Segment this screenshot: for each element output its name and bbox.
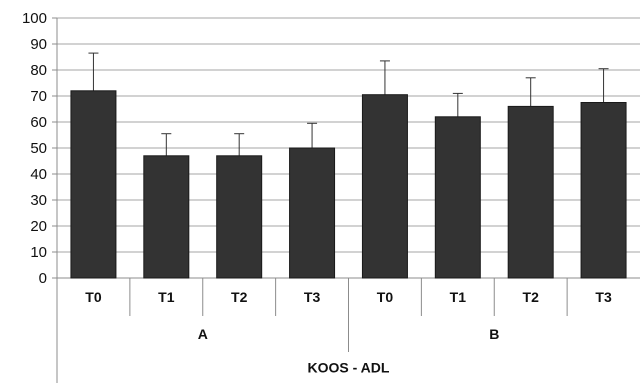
bar	[580, 102, 627, 279]
x-axis-title: KOOS - ADL	[308, 360, 390, 376]
x-category-label: T1	[450, 289, 467, 305]
y-tick-label: 50	[30, 140, 47, 157]
x-category-label: T2	[523, 289, 540, 305]
x-category-label: T0	[377, 289, 394, 305]
bar	[289, 147, 336, 279]
x-category-label: T1	[158, 289, 175, 305]
bars	[70, 90, 627, 279]
y-tick-label: 90	[30, 36, 47, 53]
bar	[507, 105, 554, 279]
x-category-label: T3	[304, 289, 321, 305]
y-tick-labels: 0 10 20 30 40 50 60 70 80 90 100	[22, 10, 47, 287]
y-tick-label: 0	[39, 270, 47, 287]
y-tick-label: 80	[30, 62, 47, 79]
y-tick-label: 100	[22, 10, 47, 27]
y-tick-label: 40	[30, 166, 47, 183]
bar	[434, 116, 481, 279]
bar	[143, 155, 190, 279]
x-category-label: T0	[85, 289, 102, 305]
x-category-label: T3	[595, 289, 612, 305]
error-bars	[88, 52, 609, 156]
x-group-label: A	[198, 326, 208, 342]
x-category-label: T2	[231, 289, 248, 305]
x-group-label: B	[489, 326, 499, 342]
y-tick-label: 70	[30, 88, 47, 105]
y-tick-label: 10	[30, 244, 47, 261]
bar	[216, 155, 263, 279]
y-tick-label: 20	[30, 218, 47, 235]
x-category-labels: T0 T1 T2 T3 T0 T1 T2 T3	[85, 289, 612, 305]
y-tick-label: 30	[30, 192, 47, 209]
bar	[70, 90, 117, 279]
y-tick-label: 60	[30, 114, 47, 131]
bar	[361, 94, 408, 279]
